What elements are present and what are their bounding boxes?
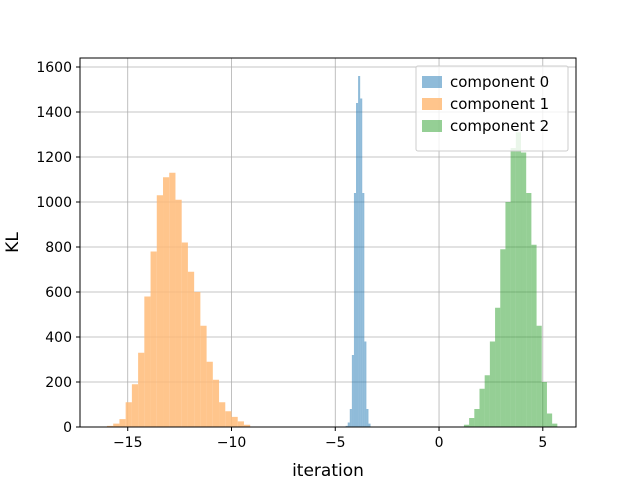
y-tick-label: 1200 bbox=[36, 150, 72, 166]
histogram-bar bbox=[169, 172, 176, 427]
plot-frame bbox=[79, 57, 577, 428]
x-tick-label: 5 bbox=[538, 435, 547, 451]
y-tick-label: 1000 bbox=[36, 195, 72, 211]
histogram-bar bbox=[536, 325, 542, 427]
histogram-bar bbox=[521, 152, 527, 427]
histogram-bar bbox=[531, 244, 537, 427]
legend-label: component 2 bbox=[450, 117, 549, 135]
x-tick-label: −15 bbox=[113, 435, 143, 451]
legend-swatch bbox=[422, 76, 442, 88]
histogram-bar bbox=[515, 132, 522, 427]
histogram-bar bbox=[495, 307, 501, 427]
axis-ticks: −15 −10 −5 0 5 0 200 400 600 800 1000 1200 1400 1600 bbox=[36, 60, 547, 451]
histogram-bar bbox=[113, 423, 120, 427]
histogram-bar bbox=[469, 418, 475, 427]
series-component-2 bbox=[463, 132, 558, 427]
histogram-bar bbox=[144, 296, 151, 427]
y-axis-title: KL bbox=[3, 232, 23, 253]
histogram-bar bbox=[181, 242, 188, 427]
y-tick-label: 800 bbox=[45, 240, 72, 256]
histogram-bar bbox=[237, 421, 244, 427]
legend: component 0 component 1 component 2 bbox=[415, 65, 569, 152]
legend-swatch bbox=[422, 98, 442, 110]
histogram-bar bbox=[526, 193, 532, 427]
histogram-bar bbox=[243, 424, 251, 427]
histogram-bar bbox=[552, 423, 558, 427]
histogram-bar bbox=[505, 202, 511, 427]
y-tick-label: 200 bbox=[45, 375, 72, 391]
x-tick-label: −10 bbox=[217, 435, 247, 451]
histogram-bar bbox=[353, 193, 357, 427]
histogram-bar bbox=[225, 411, 232, 427]
histogram-bar bbox=[368, 423, 371, 427]
histogram-bar bbox=[510, 148, 516, 427]
histogram-bar bbox=[187, 271, 195, 427]
histogram-bar bbox=[360, 98, 363, 427]
histogram-bar bbox=[125, 402, 132, 427]
histogram-bar bbox=[351, 355, 354, 427]
legend-label: component 1 bbox=[450, 95, 549, 113]
histogram-bar bbox=[474, 409, 480, 427]
histogram-bar bbox=[358, 76, 361, 427]
histogram-bar bbox=[479, 388, 485, 427]
histogram-bar bbox=[366, 409, 369, 427]
legend-label: component 0 bbox=[450, 73, 549, 91]
y-tick-label: 400 bbox=[45, 330, 72, 346]
y-tick-label: 1600 bbox=[36, 60, 72, 76]
histogram-bar bbox=[347, 422, 350, 427]
y-tick-label: 1400 bbox=[36, 105, 72, 121]
histogram-bar bbox=[138, 352, 145, 427]
histogram-bar bbox=[163, 177, 170, 427]
histogram-bar bbox=[463, 424, 470, 427]
histogram-bar bbox=[546, 413, 553, 427]
histogram-bar bbox=[362, 193, 365, 427]
histogram-bar bbox=[364, 341, 367, 427]
histogram-bar bbox=[500, 249, 506, 427]
histogram-bar bbox=[106, 425, 114, 427]
histogram-bar bbox=[200, 325, 207, 427]
histogram-bar bbox=[119, 419, 126, 427]
legend-box bbox=[415, 65, 569, 152]
x-tick-label: 0 bbox=[435, 435, 444, 451]
x-axis-title: iteration bbox=[292, 461, 364, 480]
histogram-bar bbox=[349, 409, 352, 427]
histogram-bar bbox=[194, 292, 201, 427]
y-tick-label: 0 bbox=[63, 420, 72, 436]
histogram-bar bbox=[206, 361, 213, 427]
series-component-1 bbox=[106, 172, 251, 427]
histogram-bar bbox=[484, 375, 490, 427]
histogram-bar bbox=[231, 416, 238, 427]
histogram-bars bbox=[106, 76, 558, 427]
histogram-bar bbox=[489, 341, 496, 427]
x-tick-label: −5 bbox=[325, 435, 346, 451]
histogram-bar bbox=[175, 199, 182, 427]
histogram-bar bbox=[212, 379, 220, 427]
histogram-bar bbox=[541, 382, 547, 427]
histogram-bar bbox=[156, 195, 164, 427]
legend-swatch bbox=[422, 120, 442, 132]
series-component-0 bbox=[345, 76, 371, 427]
histogram-bar bbox=[150, 251, 157, 427]
histogram-bar bbox=[131, 384, 139, 427]
histogram-bar bbox=[219, 402, 226, 427]
histogram-bar bbox=[356, 103, 359, 427]
y-tick-label: 600 bbox=[45, 285, 72, 301]
histogram-bar bbox=[345, 425, 348, 427]
